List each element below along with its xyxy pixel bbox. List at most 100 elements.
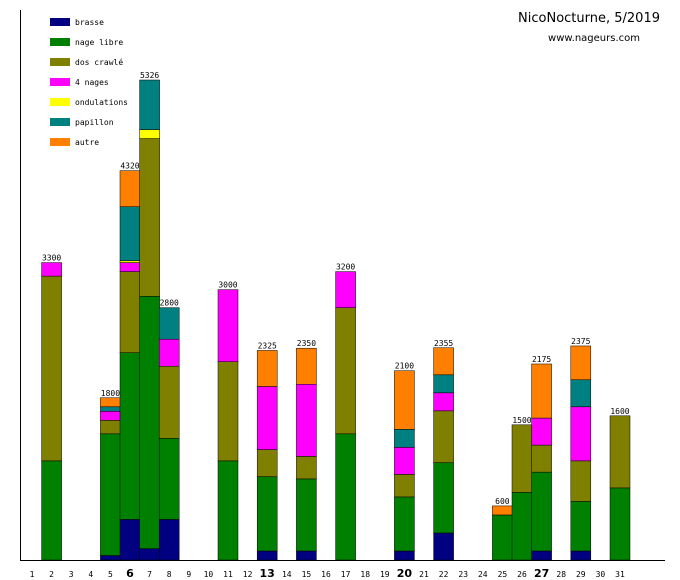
bar-segment-autre <box>256 350 278 387</box>
bar-segment-4-nages <box>531 417 552 446</box>
bar-segment-nage-libre <box>217 460 239 561</box>
bar-segment-brasse <box>570 550 592 561</box>
bar-segment-brasse <box>100 555 121 561</box>
bar-day-31 <box>609 415 631 561</box>
bar-segment-autre <box>433 347 454 376</box>
x-tick-label: 31 <box>615 570 625 579</box>
legend-swatch <box>50 78 70 86</box>
x-axis-ticks: 1 2 3 4 5 6 7 8 9 10 11 12 13 14 15 16 17 18 19 20 21 22 23 24 2… <box>30 567 625 580</box>
bar-day-27 <box>531 363 552 561</box>
x-tick-label: 18 <box>360 570 370 579</box>
bar-segment-ondulations <box>139 129 160 139</box>
legend-label: dos crawlé <box>75 57 123 67</box>
bar-segment-nage-libre <box>492 514 513 561</box>
bar-segment-brasse <box>119 519 141 561</box>
bar-segment-dos-crawlé <box>609 415 631 489</box>
x-tick-label: 13 <box>260 567 275 580</box>
legend: brasse nage libre dos crawlé 4 nages ondulat… <box>50 18 128 147</box>
bar-total-label: 2175 <box>532 355 551 364</box>
bar-segment-nage-libre <box>531 471 552 552</box>
bar-segment-nage-libre <box>609 487 631 561</box>
bar-total-label: 3200 <box>336 263 355 272</box>
bar-segment-4-nages <box>100 411 121 421</box>
legend-item: ondulations <box>50 98 128 107</box>
bar-total-label: 3300 <box>42 254 61 263</box>
bar-segment-4-nages <box>119 262 141 272</box>
bar-segment-4-nages <box>217 289 239 362</box>
bar-segment-nage-libre <box>41 460 62 561</box>
legend-swatch <box>50 38 70 46</box>
bar-segment-4-nages <box>41 262 62 277</box>
bar-segment-dos-crawlé <box>296 456 317 480</box>
bar-segment-papillon <box>570 379 592 408</box>
bar-segment-dos-crawlé <box>217 361 239 462</box>
legend-item: papillon <box>50 118 114 127</box>
bar-total-label: 1600 <box>610 407 629 416</box>
bar-segment-nage-libre <box>119 352 141 520</box>
x-tick-label: 9 <box>186 570 191 579</box>
legend-swatch <box>50 118 70 126</box>
bar-total-label: 600 <box>495 497 510 506</box>
bar-segment-autre <box>492 505 513 516</box>
bar-segment-autre <box>119 170 141 207</box>
legend-label: nage libre <box>75 38 123 47</box>
bar-segment-4-nages <box>158 338 180 367</box>
bar-day-22 <box>433 347 454 561</box>
bar-segment-nage-libre <box>139 296 160 549</box>
x-tick-label: 12 <box>243 570 253 579</box>
bar-segment-brasse <box>433 532 454 561</box>
bar-segment-4-nages <box>433 392 454 412</box>
x-tick-label: 20 <box>397 567 413 580</box>
legend-item: autre <box>50 138 99 147</box>
x-tick-label: 27 <box>534 567 549 580</box>
legend-swatch <box>50 58 70 66</box>
legend-label: brasse <box>75 18 104 27</box>
bar-segment-nage-libre <box>296 478 317 552</box>
x-tick-label: 11 <box>223 570 233 579</box>
bar-day-17 <box>335 271 356 561</box>
legend-swatch <box>50 18 70 26</box>
bar-segment-ondulations <box>119 260 141 263</box>
legend-item: dos crawlé <box>50 57 123 67</box>
bar-segment-papillon <box>394 429 415 448</box>
bar-segment-dos-crawlé <box>139 138 160 297</box>
x-tick-label: 5 <box>108 570 113 579</box>
bar-day-15 <box>296 347 317 561</box>
bar-segment-nage-libre <box>335 433 356 561</box>
bar-day-20 <box>394 370 415 561</box>
bar-segment-dos-crawlé <box>100 420 121 435</box>
bar-segment-4-nages <box>335 271 356 308</box>
x-tick-label: 28 <box>556 570 566 579</box>
bar-day-29 <box>570 345 592 561</box>
plot-area <box>20 10 665 561</box>
legend-label: autre <box>75 138 99 147</box>
bar-segment-autre <box>100 397 121 408</box>
bar-segment-autre <box>531 363 552 419</box>
bar-segment-brasse <box>531 550 552 561</box>
bar-day-26 <box>511 424 533 561</box>
bar-segment-dos-crawlé <box>335 307 356 435</box>
x-tick-label: 7 <box>147 570 152 579</box>
bar-total-label: 2800 <box>160 299 179 308</box>
bar-segment-dos-crawlé <box>394 474 415 498</box>
bar-segment-nage-libre <box>433 462 454 534</box>
bar-total-label: 1500 <box>512 416 531 425</box>
bar-segment-brasse <box>256 550 278 561</box>
bars <box>41 79 631 561</box>
bar-segment-nage-libre <box>100 433 121 556</box>
bar-segment-brasse <box>139 548 160 561</box>
bar-segment-brasse <box>394 550 415 561</box>
bar-total-label: 4320 <box>120 162 139 171</box>
x-tick-label: 17 <box>341 570 351 579</box>
bar-day-13 <box>256 350 278 561</box>
bar-segment-nage-libre <box>256 476 278 552</box>
legend-label: 4 nages <box>75 78 109 87</box>
bar-segment-4-nages <box>296 384 317 457</box>
bar-segment-nage-libre <box>394 496 415 552</box>
bar-day-7 <box>139 79 160 561</box>
chart-title: NicoNocturne, 5/2019 <box>518 11 660 26</box>
bar-total-label: 2355 <box>434 339 453 348</box>
bar-segment-dos-crawlé <box>511 424 533 493</box>
bar-segment-4-nages <box>394 447 415 475</box>
bar-segment-dos-crawlé <box>531 444 552 473</box>
